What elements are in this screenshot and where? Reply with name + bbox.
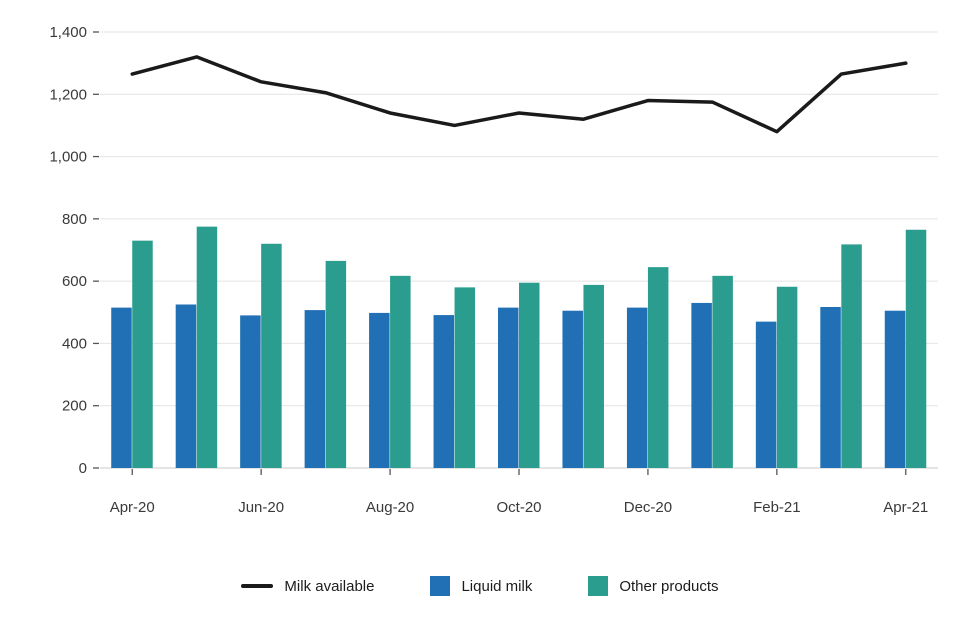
bar-liquid-milk <box>626 307 648 468</box>
bar-liquid-milk <box>755 321 777 468</box>
y-axis-label: 1,200 <box>49 86 87 103</box>
bar-liquid-milk <box>820 306 841 468</box>
bar-other-products <box>905 229 927 468</box>
bar-liquid-milk <box>691 302 712 468</box>
bar-liquid-milk <box>562 310 583 468</box>
chart-plot-area: 0 200 400 600 800 1,000 1,200 1,400 Apr-20 Jun-20… <box>49 24 938 516</box>
legend-label-other-products: Other products <box>619 577 719 595</box>
bar-liquid-milk <box>111 307 132 468</box>
y-axis-label: 200 <box>62 398 87 415</box>
y-axis-label: 1,400 <box>49 24 87 41</box>
bar-other-products <box>712 275 733 468</box>
bar-liquid-milk <box>498 307 519 468</box>
x-axis-label: Dec-20 <box>624 499 672 516</box>
bar-other-products <box>776 286 798 468</box>
bar-liquid-milk <box>369 312 390 468</box>
x-axis-label: Apr-20 <box>110 499 155 516</box>
bar-other-products <box>454 287 476 468</box>
other-products-swatch <box>588 576 609 596</box>
bar-other-products <box>325 260 347 468</box>
x-axis-label: Feb-21 <box>753 499 801 516</box>
bar-other-products <box>196 226 218 468</box>
y-axis-label: 1,000 <box>49 149 87 166</box>
y-axis-label: 0 <box>79 460 87 477</box>
x-axis-label: Apr-21 <box>883 499 928 516</box>
legend-item-other-products: Other products <box>588 576 719 596</box>
bar-liquid-milk <box>433 315 455 468</box>
x-axis-label: Oct-20 <box>496 499 541 516</box>
liquid-milk-swatch <box>430 576 451 596</box>
x-axis-label: Jun-20 <box>238 499 284 516</box>
legend-label-milk-available: Milk available <box>284 577 375 595</box>
bar-other-products <box>132 240 153 468</box>
legend-label-liquid-milk: Liquid milk <box>461 577 533 595</box>
legend-item-liquid-milk: Liquid milk <box>430 576 532 596</box>
bar-liquid-milk <box>884 310 906 468</box>
y-axis-label: 400 <box>62 335 87 352</box>
y-axis-label: 800 <box>62 211 87 228</box>
bar-other-products <box>841 244 862 468</box>
bar-other-products <box>261 243 282 468</box>
bar-other-products <box>390 275 411 468</box>
x-axis-label: Aug-20 <box>366 499 414 516</box>
bar-liquid-milk <box>304 310 326 468</box>
chart-legend: Milk available Liquid milk Other product… <box>0 550 960 596</box>
legend-item-milk-available: Milk available <box>241 578 374 595</box>
bar-other-products <box>647 267 669 468</box>
bar-other-products <box>519 282 540 468</box>
bar-liquid-milk <box>240 315 261 468</box>
bar-liquid-milk <box>175 304 197 468</box>
bar-other-products <box>583 284 604 468</box>
y-axis-label: 600 <box>62 273 87 290</box>
milk-available-line-swatch <box>241 584 274 588</box>
milk-available-line <box>130 55 908 134</box>
